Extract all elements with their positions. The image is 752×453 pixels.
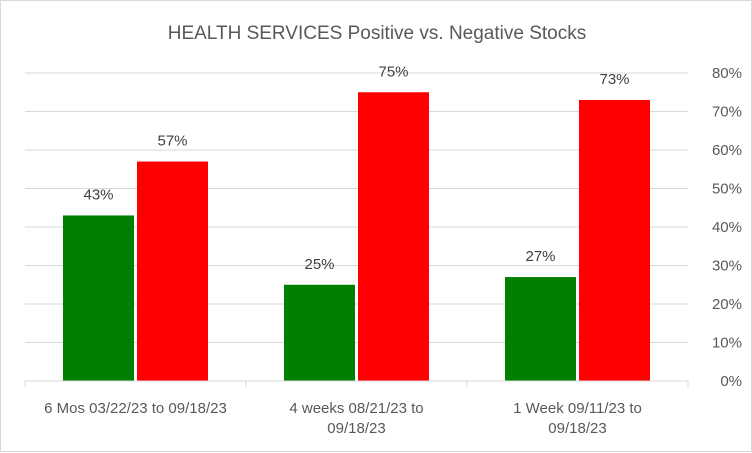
bar [284, 284, 355, 381]
bar [358, 92, 429, 381]
data-label: 75% [378, 63, 408, 80]
data-labels: 43% 57% 25% 75% 27% 73% [83, 63, 629, 273]
y-tick-label: 50% [712, 181, 742, 198]
data-label: 73% [599, 71, 629, 88]
y-tick-label: 60% [712, 142, 742, 159]
x-tick-label: 1 Week 09/11/23 to [513, 400, 642, 417]
bar [63, 215, 134, 381]
y-tick-label: 30% [712, 258, 742, 275]
y-tick-label: 70% [712, 104, 742, 121]
data-label: 57% [157, 133, 187, 150]
y-tick-label: 10% [712, 335, 742, 352]
y-tick-label: 0% [720, 373, 742, 390]
x-tick-label: 6 Mos 03/22/23 to 09/18/23 [44, 400, 227, 417]
x-tick-label: 09/18/23 [548, 420, 606, 437]
x-tick-label: 4 weeks 08/21/23 to [289, 400, 423, 417]
data-label: 27% [525, 248, 555, 265]
y-tick-label: 40% [712, 219, 742, 236]
x-tick-label: 09/18/23 [327, 420, 385, 437]
bars [63, 92, 650, 381]
chart-title: HEALTH SERVICES Positive vs. Negative St… [168, 23, 587, 44]
axes: 0% 10% 20% 30% 40% 50% 60% 70% 80% 6 Mos 03/22/23… [24, 65, 742, 437]
bar [505, 277, 576, 381]
y-tick-label: 80% [712, 65, 742, 82]
bar [137, 161, 208, 381]
data-label: 25% [304, 256, 334, 273]
y-tick-label: 20% [712, 296, 742, 313]
gridlines [25, 72, 688, 343]
data-label: 43% [83, 186, 113, 203]
bar [579, 99, 650, 381]
